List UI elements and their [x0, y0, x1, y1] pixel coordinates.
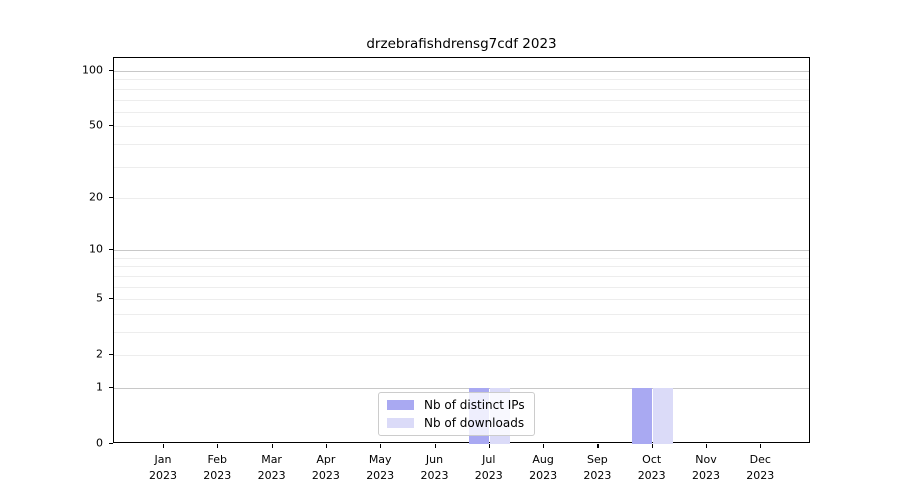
x-tick-label: Apr 2023: [311, 453, 340, 482]
y-gridline: [114, 355, 809, 357]
downloads-swatch: [387, 418, 414, 428]
x-tick-label: Feb 2023: [203, 453, 232, 482]
y-tick-label: 100: [82, 63, 103, 77]
x-tick-label: May 2023: [366, 453, 395, 482]
chart-title: drzebrafishdrensg7cdf 2023: [366, 36, 557, 52]
y-tick-mark: [109, 196, 113, 199]
y-gridline: [114, 299, 809, 301]
y-tick-label: 0: [96, 436, 103, 450]
y-tick-mark: [109, 70, 113, 72]
x-tick-mark: [271, 444, 273, 448]
legend-item-downloads: Nb of downloads: [387, 416, 525, 430]
y-gridline: [114, 197, 809, 199]
y-gridline: [114, 257, 809, 259]
bar-downloads: [653, 388, 674, 444]
x-tick-label: Jan 2023: [149, 453, 177, 482]
y-tick-label: 20: [89, 190, 103, 204]
x-tick-mark: [706, 444, 708, 448]
y-gridline: [114, 71, 809, 72]
y-tick-mark: [109, 249, 113, 251]
distinct-ips-swatch: [387, 400, 414, 410]
x-tick-label: Oct 2023: [637, 453, 666, 482]
x-tick-mark: [543, 444, 545, 448]
y-tick-label: 10: [89, 242, 103, 256]
y-tick-label: 5: [96, 291, 103, 305]
x-tick-mark: [217, 444, 219, 448]
y-gridline: [114, 332, 809, 333]
legend-label: Nb of distinct IPs: [424, 398, 525, 412]
y-tick-mark: [109, 354, 113, 356]
x-tick-label: Mar 2023: [257, 453, 286, 482]
plot-area: [113, 57, 810, 444]
x-tick-mark: [380, 444, 382, 448]
y-gridline: [114, 126, 809, 128]
y-tick-label: 50: [89, 118, 103, 132]
y-tick-mark: [109, 125, 113, 127]
y-tick-label: 2: [96, 347, 103, 361]
y-tick-mark: [109, 387, 113, 389]
y-gridline: [114, 275, 809, 277]
y-gridline: [114, 88, 809, 90]
x-tick-label: Jun 2023: [420, 453, 449, 482]
x-tick-label: Jul 2023: [474, 453, 503, 482]
x-tick-mark: [163, 444, 165, 448]
y-gridline: [114, 286, 809, 288]
x-tick-label: Dec 2023: [746, 453, 775, 482]
x-tick-label: Sep 2023: [583, 453, 612, 482]
y-gridline: [114, 79, 809, 81]
legend-item-distinct-ips: Nb of distinct IPs: [387, 398, 525, 412]
y-gridline: [114, 388, 809, 389]
x-tick-label: Nov 2023: [692, 453, 720, 482]
x-tick-mark: [651, 444, 653, 448]
y-gridline: [114, 166, 809, 168]
legend-label: Nb of downloads: [424, 416, 525, 430]
y-gridline: [114, 313, 809, 315]
legend: Nb of distinct IPs Nb of downloads: [378, 392, 535, 436]
y-tick-mark: [109, 443, 113, 445]
x-tick-mark: [760, 444, 762, 448]
x-tick-mark: [434, 444, 436, 448]
bar-distinct-ips: [632, 388, 653, 444]
y-tick-mark: [109, 298, 113, 300]
x-tick-mark: [325, 444, 328, 448]
x-tick-mark: [597, 444, 599, 448]
y-gridline: [114, 250, 809, 252]
x-tick-mark: [488, 444, 490, 448]
x-tick-label: Aug 2023: [529, 453, 558, 482]
y-gridline: [114, 266, 809, 268]
y-gridline: [114, 143, 809, 145]
y-tick-label: 1: [96, 380, 103, 394]
y-gridline: [114, 111, 809, 113]
y-gridline: [114, 99, 809, 101]
